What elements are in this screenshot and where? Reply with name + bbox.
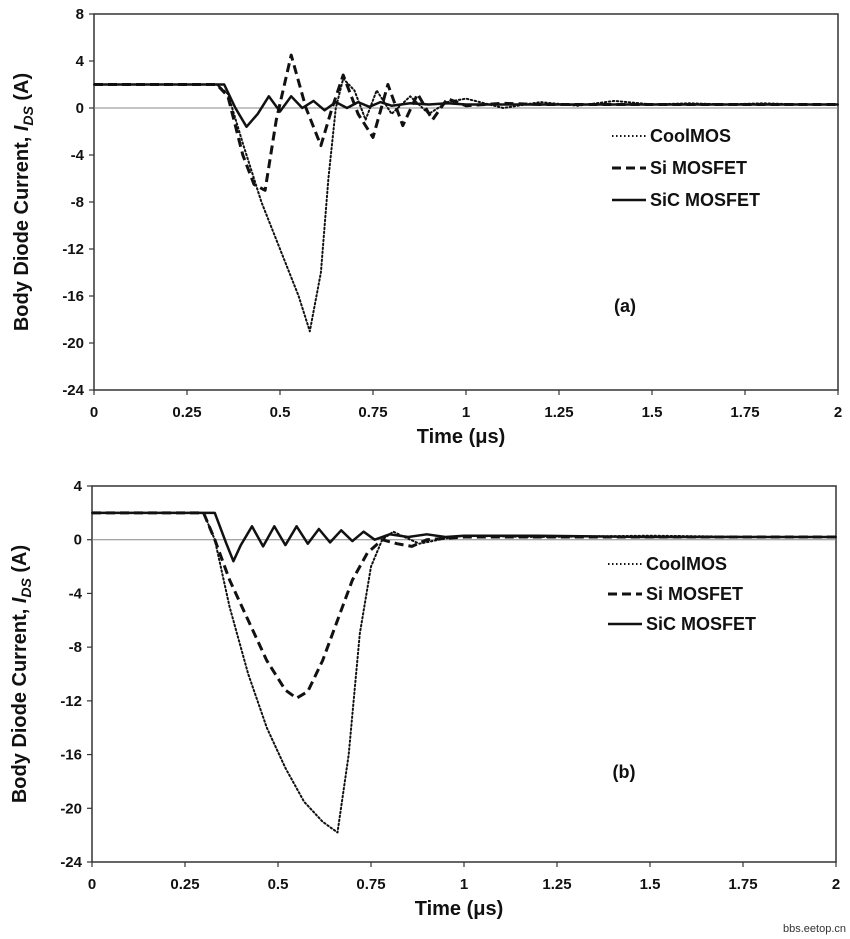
y-axis-label-unit: (A) bbox=[11, 73, 33, 106]
chart-panel-b: -24 -20 -16 -12 -8 -4 0 4 0 0.25 0.5 0.75 1 1.25 1.5 1.… bbox=[9, 478, 840, 920]
x-tick-label: 1.5 bbox=[640, 876, 661, 893]
x-axis-label: Time (μs) bbox=[417, 426, 506, 448]
legend-label: CoolMOS bbox=[646, 554, 727, 574]
y-axis-label-subscript: DS bbox=[20, 105, 36, 125]
x-tick-label: 0.5 bbox=[270, 404, 291, 421]
x-axis-label: Time (μs) bbox=[415, 898, 504, 920]
panel-label: (a) bbox=[614, 296, 636, 316]
x-tick-label: 1 bbox=[460, 876, 468, 893]
y-axis-label-symbol: I bbox=[11, 125, 33, 131]
y-axis-label-symbol: I bbox=[9, 597, 31, 603]
x-tick-label: 0.5 bbox=[268, 876, 289, 893]
x-tick-label: 0.75 bbox=[358, 404, 387, 421]
y-tick-label: -4 bbox=[71, 147, 85, 164]
y-tick-label: 4 bbox=[74, 478, 83, 495]
y-axis-label-subscript: DS bbox=[18, 577, 34, 597]
y-tick-label: -16 bbox=[62, 288, 84, 305]
legend-label: Si MOSFET bbox=[646, 584, 743, 604]
x-tick-label: 0.75 bbox=[356, 876, 385, 893]
y-tick-label: -20 bbox=[62, 335, 84, 352]
y-tick-label: -20 bbox=[60, 800, 82, 817]
series-line-si-mosfet bbox=[92, 511, 836, 700]
y-axis-label-main: Body Diode Current, bbox=[11, 131, 33, 331]
x-tick-label: 0.25 bbox=[172, 404, 201, 421]
y-tick-label: -12 bbox=[60, 693, 82, 710]
x-tick-label: 0.25 bbox=[170, 876, 199, 893]
x-tick-label: 2 bbox=[832, 876, 840, 893]
y-tick-label: 0 bbox=[76, 100, 84, 117]
series-line-sic-mosfet bbox=[92, 511, 836, 563]
plot-frame bbox=[91, 485, 837, 863]
x-tick-label: 1.75 bbox=[730, 404, 759, 421]
x-tick-label: 1.25 bbox=[544, 404, 573, 421]
legend-label: Si MOSFET bbox=[650, 158, 747, 178]
y-tick-label: -4 bbox=[69, 585, 83, 602]
y-tick-label: -8 bbox=[71, 194, 84, 211]
y-tick-label: 4 bbox=[76, 53, 85, 70]
y-tick-label: -24 bbox=[60, 854, 82, 871]
x-tick-label: 0 bbox=[88, 876, 96, 893]
y-axis-label-main: Body Diode Current, bbox=[9, 603, 31, 803]
x-tick-label: 1.75 bbox=[728, 876, 757, 893]
x-tick-label: 2 bbox=[834, 404, 842, 421]
y-tick-label: -12 bbox=[62, 241, 84, 258]
y-axis-label: Body Diode Current, IDS (A) bbox=[11, 73, 36, 331]
panel-label: (b) bbox=[613, 762, 636, 782]
y-tick-label: -8 bbox=[69, 639, 82, 656]
x-tick-label: 1.5 bbox=[642, 404, 663, 421]
series-line-si-mosfet bbox=[94, 53, 838, 192]
x-tick-label: 1.25 bbox=[542, 876, 571, 893]
legend-label: SiC MOSFET bbox=[650, 190, 760, 210]
y-axis-label: Body Diode Current, IDS (A) bbox=[9, 545, 34, 803]
watermark-text: bbs.eetop.cn bbox=[783, 923, 846, 935]
x-tick-label: 1 bbox=[462, 404, 470, 421]
y-axis-label-unit: (A) bbox=[9, 545, 31, 578]
legend-label: SiC MOSFET bbox=[646, 614, 756, 634]
legend-label: CoolMOS bbox=[650, 126, 731, 146]
y-tick-label: 8 bbox=[76, 6, 84, 23]
chart-panel-a: -24 -20 -16 -12 -8 -4 0 4 8 0 0.25 0.5 0.75 1 1.25 1.5 1… bbox=[11, 6, 842, 448]
y-tick-label: -16 bbox=[60, 747, 82, 764]
y-tick-label: -24 bbox=[62, 382, 84, 399]
x-tick-label: 0 bbox=[90, 404, 98, 421]
y-tick-label: 0 bbox=[74, 532, 82, 549]
series-line-sic-mosfet bbox=[94, 83, 838, 129]
